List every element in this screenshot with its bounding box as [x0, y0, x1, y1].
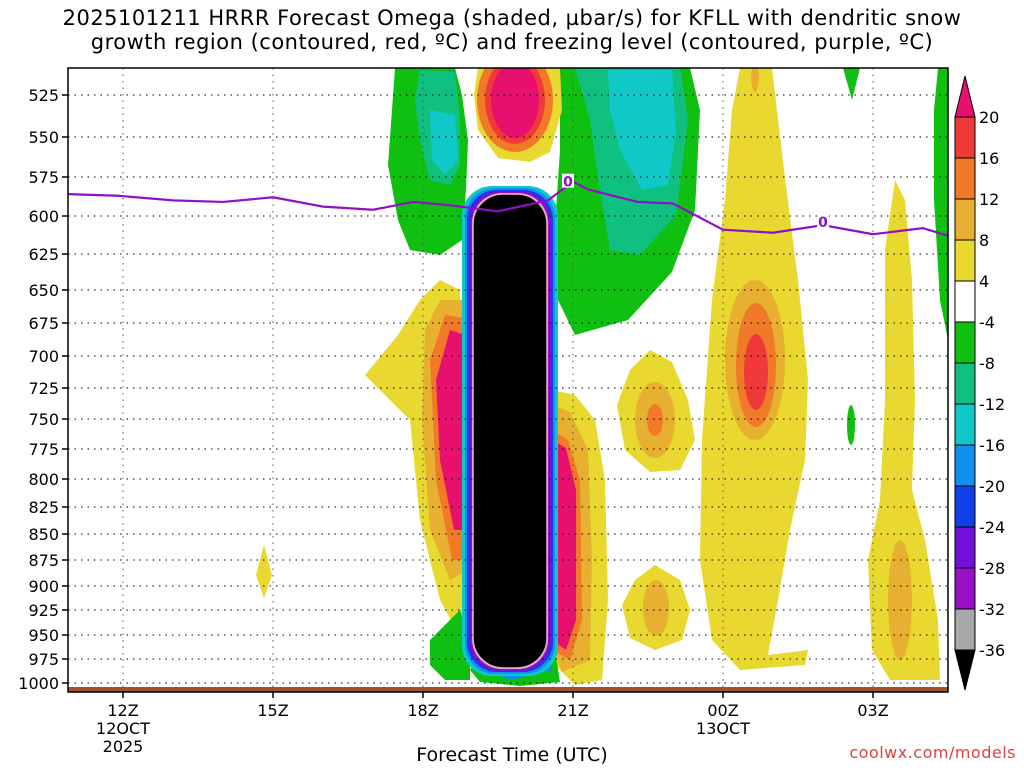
omega-small-diamond [256, 545, 272, 598]
colorbar-label-12: -32 [979, 600, 1005, 619]
y-tick-label-875: 875 [28, 551, 59, 570]
colorbar-bottom-arrow [954, 649, 976, 691]
y-tick-label-750: 750 [28, 410, 59, 429]
title-line-2: growth region (contoured, red, ºC) and f… [90, 30, 934, 54]
omega-03z-yellow [868, 180, 940, 680]
x-axis-label: Forecast Time (UTC) [416, 744, 608, 766]
colorbar-label-1: 16 [979, 149, 999, 168]
y-tick-label-700: 700 [28, 347, 59, 366]
omega-bottom-left-green [430, 610, 470, 680]
y-tick-label-925: 925 [28, 601, 59, 620]
freezing-label-bg-0 [562, 173, 574, 188]
colorbar-label-7: -12 [979, 395, 1005, 414]
colorbar-label-3: 8 [979, 231, 989, 250]
y-tick-label-650: 650 [28, 281, 59, 300]
x-tick-date-00Z: 13OCT [696, 719, 750, 738]
colorbar-label-4: 4 [979, 272, 989, 291]
colorbar-band-6 [954, 362, 976, 405]
y-tick-label-950: 950 [28, 626, 59, 645]
omega-green-speck [847, 405, 855, 445]
colorbar-band-10 [954, 526, 976, 569]
omega-right-edge-green [934, 68, 948, 340]
y-tick-label-775: 775 [28, 440, 59, 459]
colorbar-band-12 [954, 608, 976, 651]
colorbar-label-5: -4 [979, 313, 995, 332]
y-tick-label-1000: 1000 [18, 674, 59, 693]
freezing-level-label-1: 0 [818, 215, 828, 231]
y-tick-label-675: 675 [28, 314, 59, 333]
y-tick-label-525: 525 [28, 86, 59, 105]
omega-field [68, 68, 948, 692]
y-tick-label-825: 825 [28, 498, 59, 517]
y-tick-label-625: 625 [28, 245, 59, 264]
omega-03z-gold [888, 540, 912, 660]
colorbar-label-9: -20 [979, 477, 1005, 496]
grid [68, 68, 948, 692]
colorbar-label-10: -24 [979, 518, 1005, 537]
x-tick-label-18Z: 18Z [407, 701, 438, 720]
y-tick-label-800: 800 [28, 470, 59, 489]
x-tick-label-21Z: 21Z [557, 701, 588, 720]
colorbar-band-3 [954, 239, 976, 282]
colorbar-label-6: -8 [979, 354, 995, 373]
omega-upper-right-cyan [608, 70, 676, 190]
omega-low-gold-cell [643, 580, 669, 636]
colorbar-label-0: 20 [979, 108, 999, 127]
ground-strip [68, 687, 948, 692]
colorbar-band-9 [954, 485, 976, 528]
colorbar-top-arrow [954, 75, 976, 118]
y-tick-label-975: 975 [28, 650, 59, 669]
x-tick-label-12Z: 12Z [107, 701, 138, 720]
colorbar-label-8: -16 [979, 436, 1005, 455]
chart-title: 2025101211 HRRR Forecast Omega (shaded, … [0, 6, 1024, 54]
freezing-level: 00 [68, 173, 948, 237]
omega-top-magenta [491, 68, 539, 138]
y-tick-label-550: 550 [28, 128, 59, 147]
colorbar-label-2: 12 [979, 190, 999, 209]
colorbar-band-0 [954, 116, 976, 159]
colorbar-band-1 [954, 157, 976, 200]
plot-frame [67, 67, 949, 693]
title-line-1: 2025101211 HRRR Forecast Omega (shaded, … [62, 6, 962, 30]
omega-mid-orange-cell [647, 404, 663, 436]
colorbar-band-5 [954, 321, 976, 364]
colorbar-band-11 [954, 567, 976, 610]
freezing-level-line [68, 180, 948, 237]
x-tick-label-03Z: 03Z [857, 701, 888, 720]
y-tick-label-600: 600 [28, 207, 59, 226]
y-tick-label-850: 850 [28, 525, 59, 544]
omega-top-green-spike [843, 68, 860, 100]
colorbar-band-4 [954, 280, 976, 323]
colorbar-band-8 [954, 444, 976, 487]
axes: 525 550 575 600 625 650 675 700 725 750 775 800 825 8… [18, 67, 949, 756]
y-tick-label-725: 725 [28, 379, 59, 398]
x-tick-year-12Z: 2025 [103, 737, 144, 756]
y-tick-label-575: 575 [28, 168, 59, 187]
colorbar: 20 16 12 8 4 -4 -8 -12 -16 -20 -24 -28 -32 -36 [954, 75, 1005, 691]
omega-left-magenta [436, 330, 466, 530]
colorbar-band-7 [954, 403, 976, 446]
colorbar-label-11: -28 [979, 559, 1005, 578]
omega-column-core [473, 194, 547, 668]
credit-link[interactable]: coolwx.com/models [849, 743, 1016, 762]
dgz-contour-outline [472, 193, 548, 669]
y-tick-label-900: 900 [28, 577, 59, 596]
omega-upper-left-cyan [430, 110, 458, 175]
freezing-label-bg-1 [817, 214, 829, 229]
omega-0z-top-gold [751, 68, 759, 92]
omega-0z-red [744, 334, 768, 410]
x-tick-label-15Z: 15Z [257, 701, 288, 720]
freezing-level-label-0: 0 [563, 175, 573, 191]
colorbar-band-2 [954, 198, 976, 241]
colorbar-label-13: -36 [979, 641, 1005, 660]
x-tick-date-12Z: 12OCT [96, 719, 150, 738]
x-tick-label-00Z: 00Z [707, 701, 738, 720]
